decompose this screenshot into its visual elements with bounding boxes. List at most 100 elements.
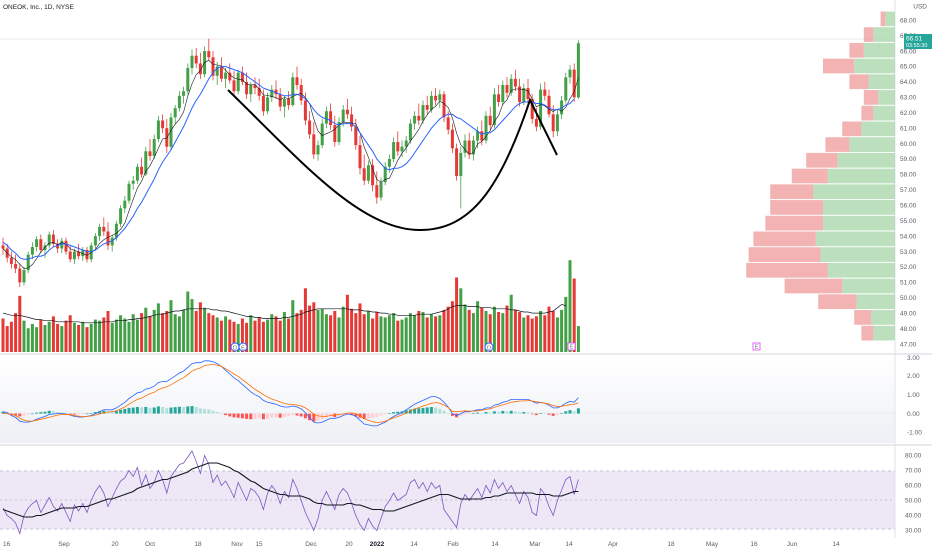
volume-bar <box>72 322 76 352</box>
price-axis-label: 55.00 <box>900 218 917 225</box>
time-axis-label: 16 <box>750 541 758 548</box>
macd-histogram-bar <box>81 413 85 415</box>
price-pane[interactable] <box>0 0 895 353</box>
candle-body <box>228 72 232 81</box>
profile-down-bar <box>784 278 843 294</box>
profile-down-bar <box>806 152 838 168</box>
volume-bar <box>282 312 286 352</box>
volume-bar <box>459 288 463 352</box>
macd-histogram-bar <box>425 407 429 414</box>
candle-body <box>165 128 169 147</box>
candle-body <box>22 270 26 283</box>
profile-up-bar <box>815 231 895 247</box>
candle-body <box>345 109 349 115</box>
profile-up-bar <box>813 184 895 200</box>
macd-histogram-bar <box>203 408 207 414</box>
candle-body <box>1 245 5 249</box>
volume-bar <box>203 307 207 352</box>
volume-bar <box>383 317 387 352</box>
volume-bar <box>274 316 278 352</box>
volume-bar <box>560 309 564 352</box>
volume-bar <box>375 312 379 352</box>
macd-histogram-bar <box>560 413 564 414</box>
profile-down-bar <box>863 90 879 105</box>
volume-bar <box>98 320 102 352</box>
volume-bar <box>261 321 265 352</box>
candle-body <box>379 182 383 198</box>
macd-histogram-bar <box>484 412 488 414</box>
candle-body <box>43 245 47 251</box>
candle-body <box>316 145 320 155</box>
volume-bar <box>186 291 190 352</box>
candle-body <box>329 111 333 126</box>
candle-body <box>560 100 564 115</box>
volume-bar <box>329 315 333 352</box>
macd-histogram-bar <box>488 412 492 414</box>
candle-body <box>408 123 412 141</box>
candle-body <box>421 105 425 121</box>
macd-histogram-bar <box>526 412 530 414</box>
macd-pane[interactable] <box>0 355 895 443</box>
macd-histogram-bar <box>324 413 328 418</box>
macd-histogram-bar <box>396 411 400 414</box>
cup-and-handle-drawing[interactable] <box>227 89 558 232</box>
macd-histogram-bar <box>56 412 60 414</box>
candle-body <box>501 85 505 102</box>
candle-body <box>152 138 156 156</box>
profile-down-bar <box>770 200 823 215</box>
volume-bar <box>56 323 60 352</box>
candle-body <box>60 240 64 249</box>
volume-bar <box>463 304 467 352</box>
volume-bar <box>404 317 408 352</box>
price-axis-label: 47.00 <box>900 341 917 348</box>
volume-bar <box>341 306 345 352</box>
macd-histogram-bar <box>572 411 576 414</box>
candle-body <box>219 66 223 79</box>
macd-histogram-bar <box>492 411 496 414</box>
candle-body <box>568 69 572 78</box>
macd-histogram-bar <box>131 407 135 414</box>
volume-bar <box>446 306 450 352</box>
macd-histogram-bar <box>135 406 139 414</box>
macd-histogram-bar <box>161 406 165 414</box>
macd-histogram-bar <box>543 413 547 415</box>
volume-bar <box>354 313 358 352</box>
volume-bar <box>400 319 404 352</box>
macd-histogram-bar <box>144 406 148 414</box>
volume-bar <box>9 321 13 352</box>
earnings-marker[interactable]: E <box>567 342 576 351</box>
candle-body <box>106 231 110 246</box>
macd-histogram-bar <box>123 408 127 414</box>
candle-body <box>51 234 55 244</box>
macd-histogram-bar <box>98 411 102 414</box>
volume-bar <box>547 306 551 352</box>
rsi-line <box>2 450 579 535</box>
candle-body <box>144 151 148 175</box>
macd-axis-label: 1.00 <box>907 392 920 399</box>
profile-down-bar <box>753 231 816 247</box>
price-axis-label: 68.00 <box>900 17 917 24</box>
price-axis-label: 58.00 <box>900 172 917 179</box>
earnings-marker[interactable]: E <box>752 342 761 351</box>
candle-body <box>534 118 538 127</box>
candle-body <box>270 89 274 98</box>
candle-body <box>35 239 39 247</box>
macd-histogram-bar <box>278 413 282 418</box>
macd-histogram-bar <box>190 406 194 414</box>
time-axis-label: 14 <box>565 541 573 548</box>
price-axis-label: 61.00 <box>900 125 917 132</box>
volume-bar <box>190 299 194 352</box>
macd-axis-label: 0.00 <box>907 411 920 418</box>
dividend-marker[interactable]: D <box>230 342 240 352</box>
macd-histogram-bar <box>362 413 366 419</box>
volume-bar <box>572 278 576 352</box>
candle-body <box>383 166 387 183</box>
rsi-ma-line <box>2 462 579 518</box>
svg-text:E: E <box>241 345 245 351</box>
symbol-title[interactable]: ONEOK, Inc., 1D, NYSE <box>3 4 74 11</box>
dividend-marker[interactable]: D <box>484 342 494 352</box>
profile-up-bar <box>873 325 895 341</box>
earnings-marker[interactable]: E <box>238 342 248 352</box>
